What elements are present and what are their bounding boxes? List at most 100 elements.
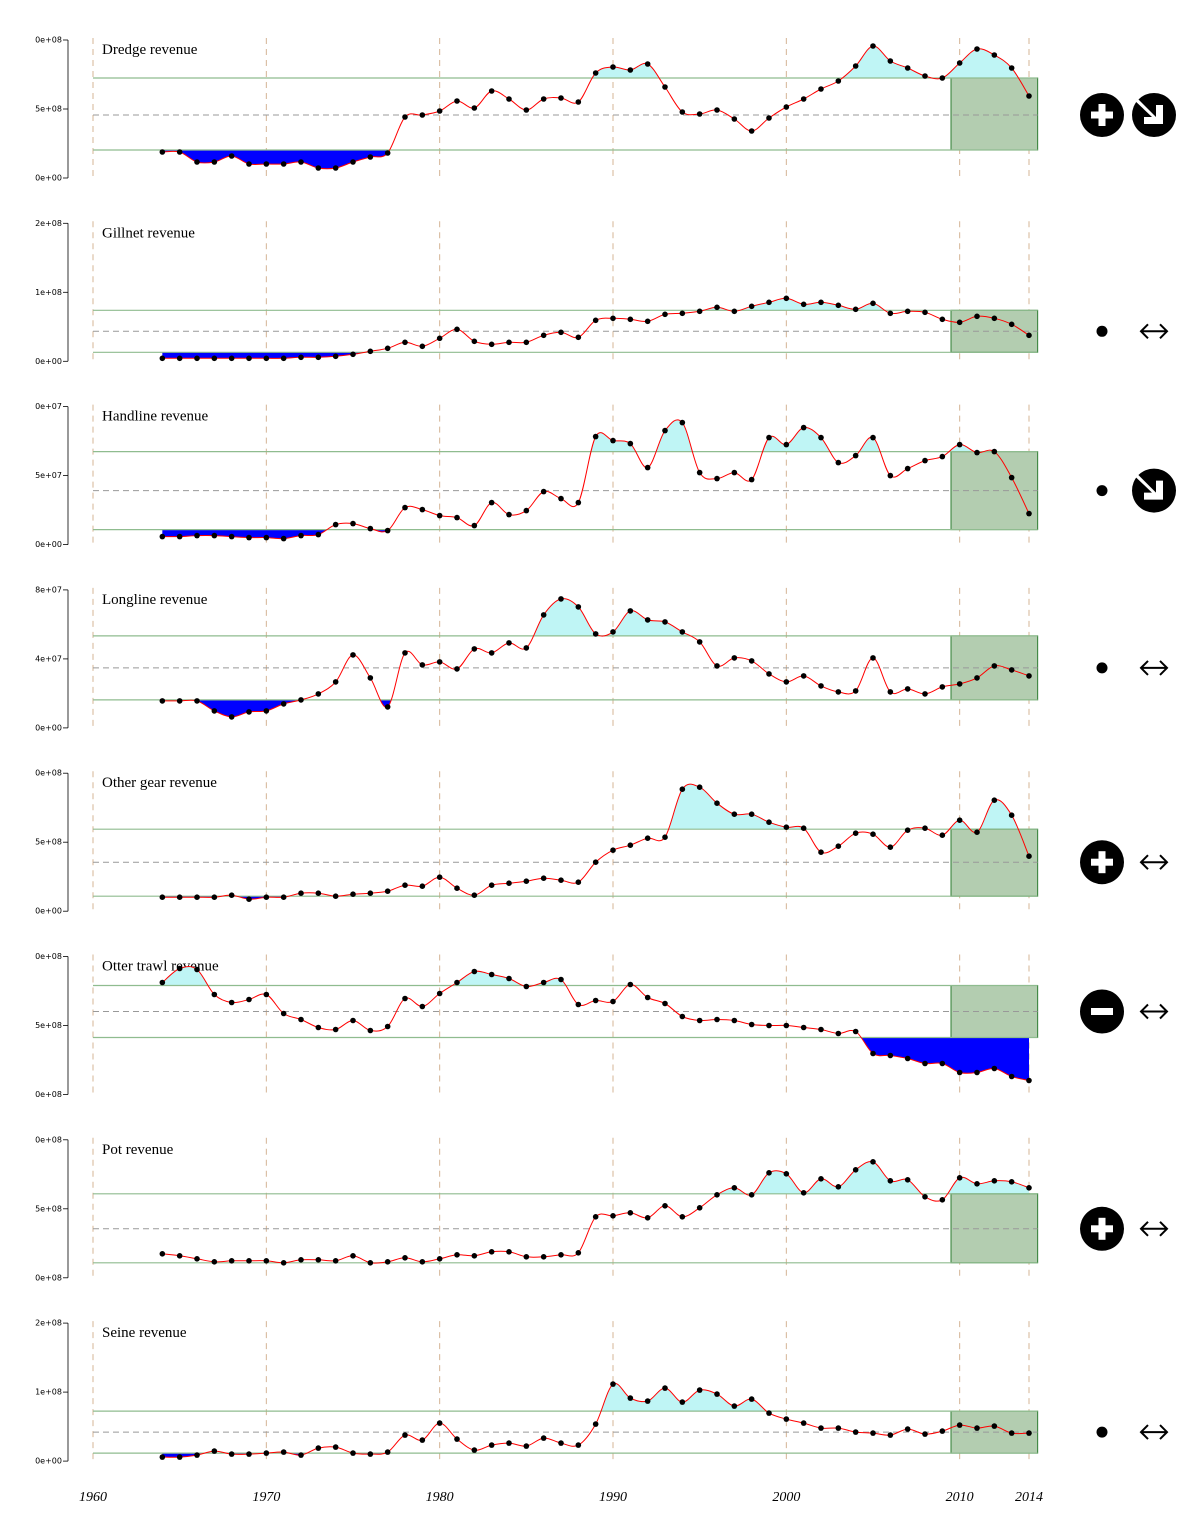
point (714, 107, 720, 113)
point (922, 309, 928, 316)
point (644, 994, 651, 1001)
point (540, 488, 547, 495)
point (246, 355, 252, 362)
point (211, 355, 218, 362)
point (956, 1422, 963, 1428)
point (350, 351, 356, 358)
point (315, 165, 322, 171)
point (350, 520, 356, 527)
point (696, 784, 703, 790)
point (280, 1260, 287, 1266)
point (818, 434, 824, 441)
point (280, 355, 287, 362)
point (454, 666, 460, 672)
trend-arrow (1139, 1424, 1169, 1440)
point (419, 343, 426, 350)
point (176, 149, 183, 155)
point (228, 1258, 235, 1264)
point (610, 64, 616, 70)
point (991, 797, 998, 803)
y-tick-label: 0e+08 (35, 952, 62, 961)
point (436, 108, 443, 114)
point (800, 301, 807, 308)
point (835, 78, 842, 84)
point (800, 1190, 807, 1196)
point (870, 655, 876, 661)
below-area (283, 1262, 381, 1264)
point (870, 1159, 876, 1165)
point (246, 161, 252, 167)
point (575, 604, 582, 610)
point (419, 112, 426, 118)
x-tick-label: 1970 (252, 1490, 280, 1505)
point (1008, 65, 1015, 71)
point (350, 1450, 356, 1456)
trend-arrow (1139, 854, 1169, 870)
point (1008, 474, 1015, 481)
point (263, 894, 270, 900)
point (852, 1429, 859, 1435)
point (246, 534, 252, 541)
y-tick-label: 0e+00 (35, 174, 62, 183)
point (696, 308, 703, 315)
point (419, 1437, 426, 1443)
point (852, 306, 859, 313)
point (540, 1435, 547, 1441)
point (662, 1000, 668, 1007)
below-area (162, 352, 1029, 359)
y-tick-label: 0e+08 (35, 769, 62, 778)
point (644, 318, 651, 325)
point (454, 979, 460, 986)
point (315, 531, 322, 538)
point (644, 617, 651, 623)
point (1008, 812, 1015, 818)
point (939, 1060, 946, 1067)
point (402, 1255, 408, 1261)
point (748, 1021, 755, 1028)
point (436, 335, 443, 342)
point (662, 84, 668, 90)
series-line (162, 297, 1030, 359)
status-bar (1098, 851, 1106, 874)
panel-title: Seine revenue (102, 1325, 187, 1341)
point (1008, 667, 1015, 673)
point (835, 1425, 842, 1431)
y-tick-label: 0e+08 (35, 1273, 62, 1282)
point (679, 419, 686, 426)
point (627, 981, 634, 988)
point (852, 452, 859, 459)
point (263, 708, 270, 714)
point (246, 896, 252, 902)
point (194, 532, 200, 539)
y-tick-label: 0e+00 (35, 357, 62, 366)
point (610, 315, 616, 322)
point (974, 313, 980, 320)
point (904, 308, 911, 315)
y-tick-label: 5e+08 (35, 1021, 62, 1030)
point (766, 299, 772, 306)
point (714, 663, 720, 669)
point (974, 1425, 980, 1431)
point (540, 96, 547, 102)
point (748, 128, 755, 134)
point (298, 532, 304, 539)
point (818, 1176, 824, 1182)
point (887, 310, 894, 317)
point (350, 891, 356, 897)
point (852, 1167, 859, 1173)
point (714, 1192, 720, 1198)
point (887, 689, 894, 695)
point (558, 877, 564, 883)
point (488, 650, 495, 656)
point (298, 159, 304, 165)
point (766, 434, 772, 441)
y-tick-label: 1e+08 (35, 1388, 62, 1397)
y-tick-label: 5e+08 (35, 838, 62, 847)
y-tick-label: 4e+07 (35, 654, 62, 663)
point (1026, 853, 1032, 859)
point (488, 882, 495, 888)
point (714, 1391, 720, 1397)
point (228, 355, 235, 362)
point (1026, 332, 1032, 339)
point (315, 890, 322, 896)
